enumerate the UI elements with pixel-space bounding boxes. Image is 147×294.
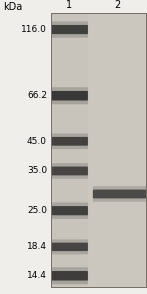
Text: 1: 1 [66, 0, 72, 10]
Text: 66.2: 66.2 [27, 91, 47, 100]
Text: 18.4: 18.4 [27, 242, 47, 251]
FancyBboxPatch shape [52, 239, 88, 254]
FancyBboxPatch shape [52, 167, 88, 175]
FancyBboxPatch shape [52, 163, 88, 179]
FancyBboxPatch shape [93, 186, 146, 202]
FancyBboxPatch shape [52, 91, 88, 101]
FancyBboxPatch shape [52, 267, 88, 284]
Bar [51, 13, 146, 287]
Text: 25.0: 25.0 [27, 206, 47, 215]
FancyBboxPatch shape [52, 21, 88, 38]
Text: 35.0: 35.0 [27, 166, 47, 176]
Text: kDa: kDa [3, 2, 22, 12]
Text: 2: 2 [114, 0, 120, 10]
FancyBboxPatch shape [52, 243, 88, 251]
Text: 45.0: 45.0 [27, 137, 47, 146]
FancyBboxPatch shape [52, 87, 88, 104]
FancyBboxPatch shape [52, 25, 88, 34]
FancyBboxPatch shape [93, 190, 146, 198]
FancyBboxPatch shape [52, 206, 88, 215]
Bar [51, 13, 146, 287]
Bar [88, 13, 146, 287]
FancyBboxPatch shape [52, 203, 88, 219]
Text: 116.0: 116.0 [21, 25, 47, 34]
FancyBboxPatch shape [52, 137, 88, 146]
Text: 14.4: 14.4 [27, 271, 47, 280]
FancyBboxPatch shape [52, 271, 88, 280]
FancyBboxPatch shape [52, 133, 88, 149]
